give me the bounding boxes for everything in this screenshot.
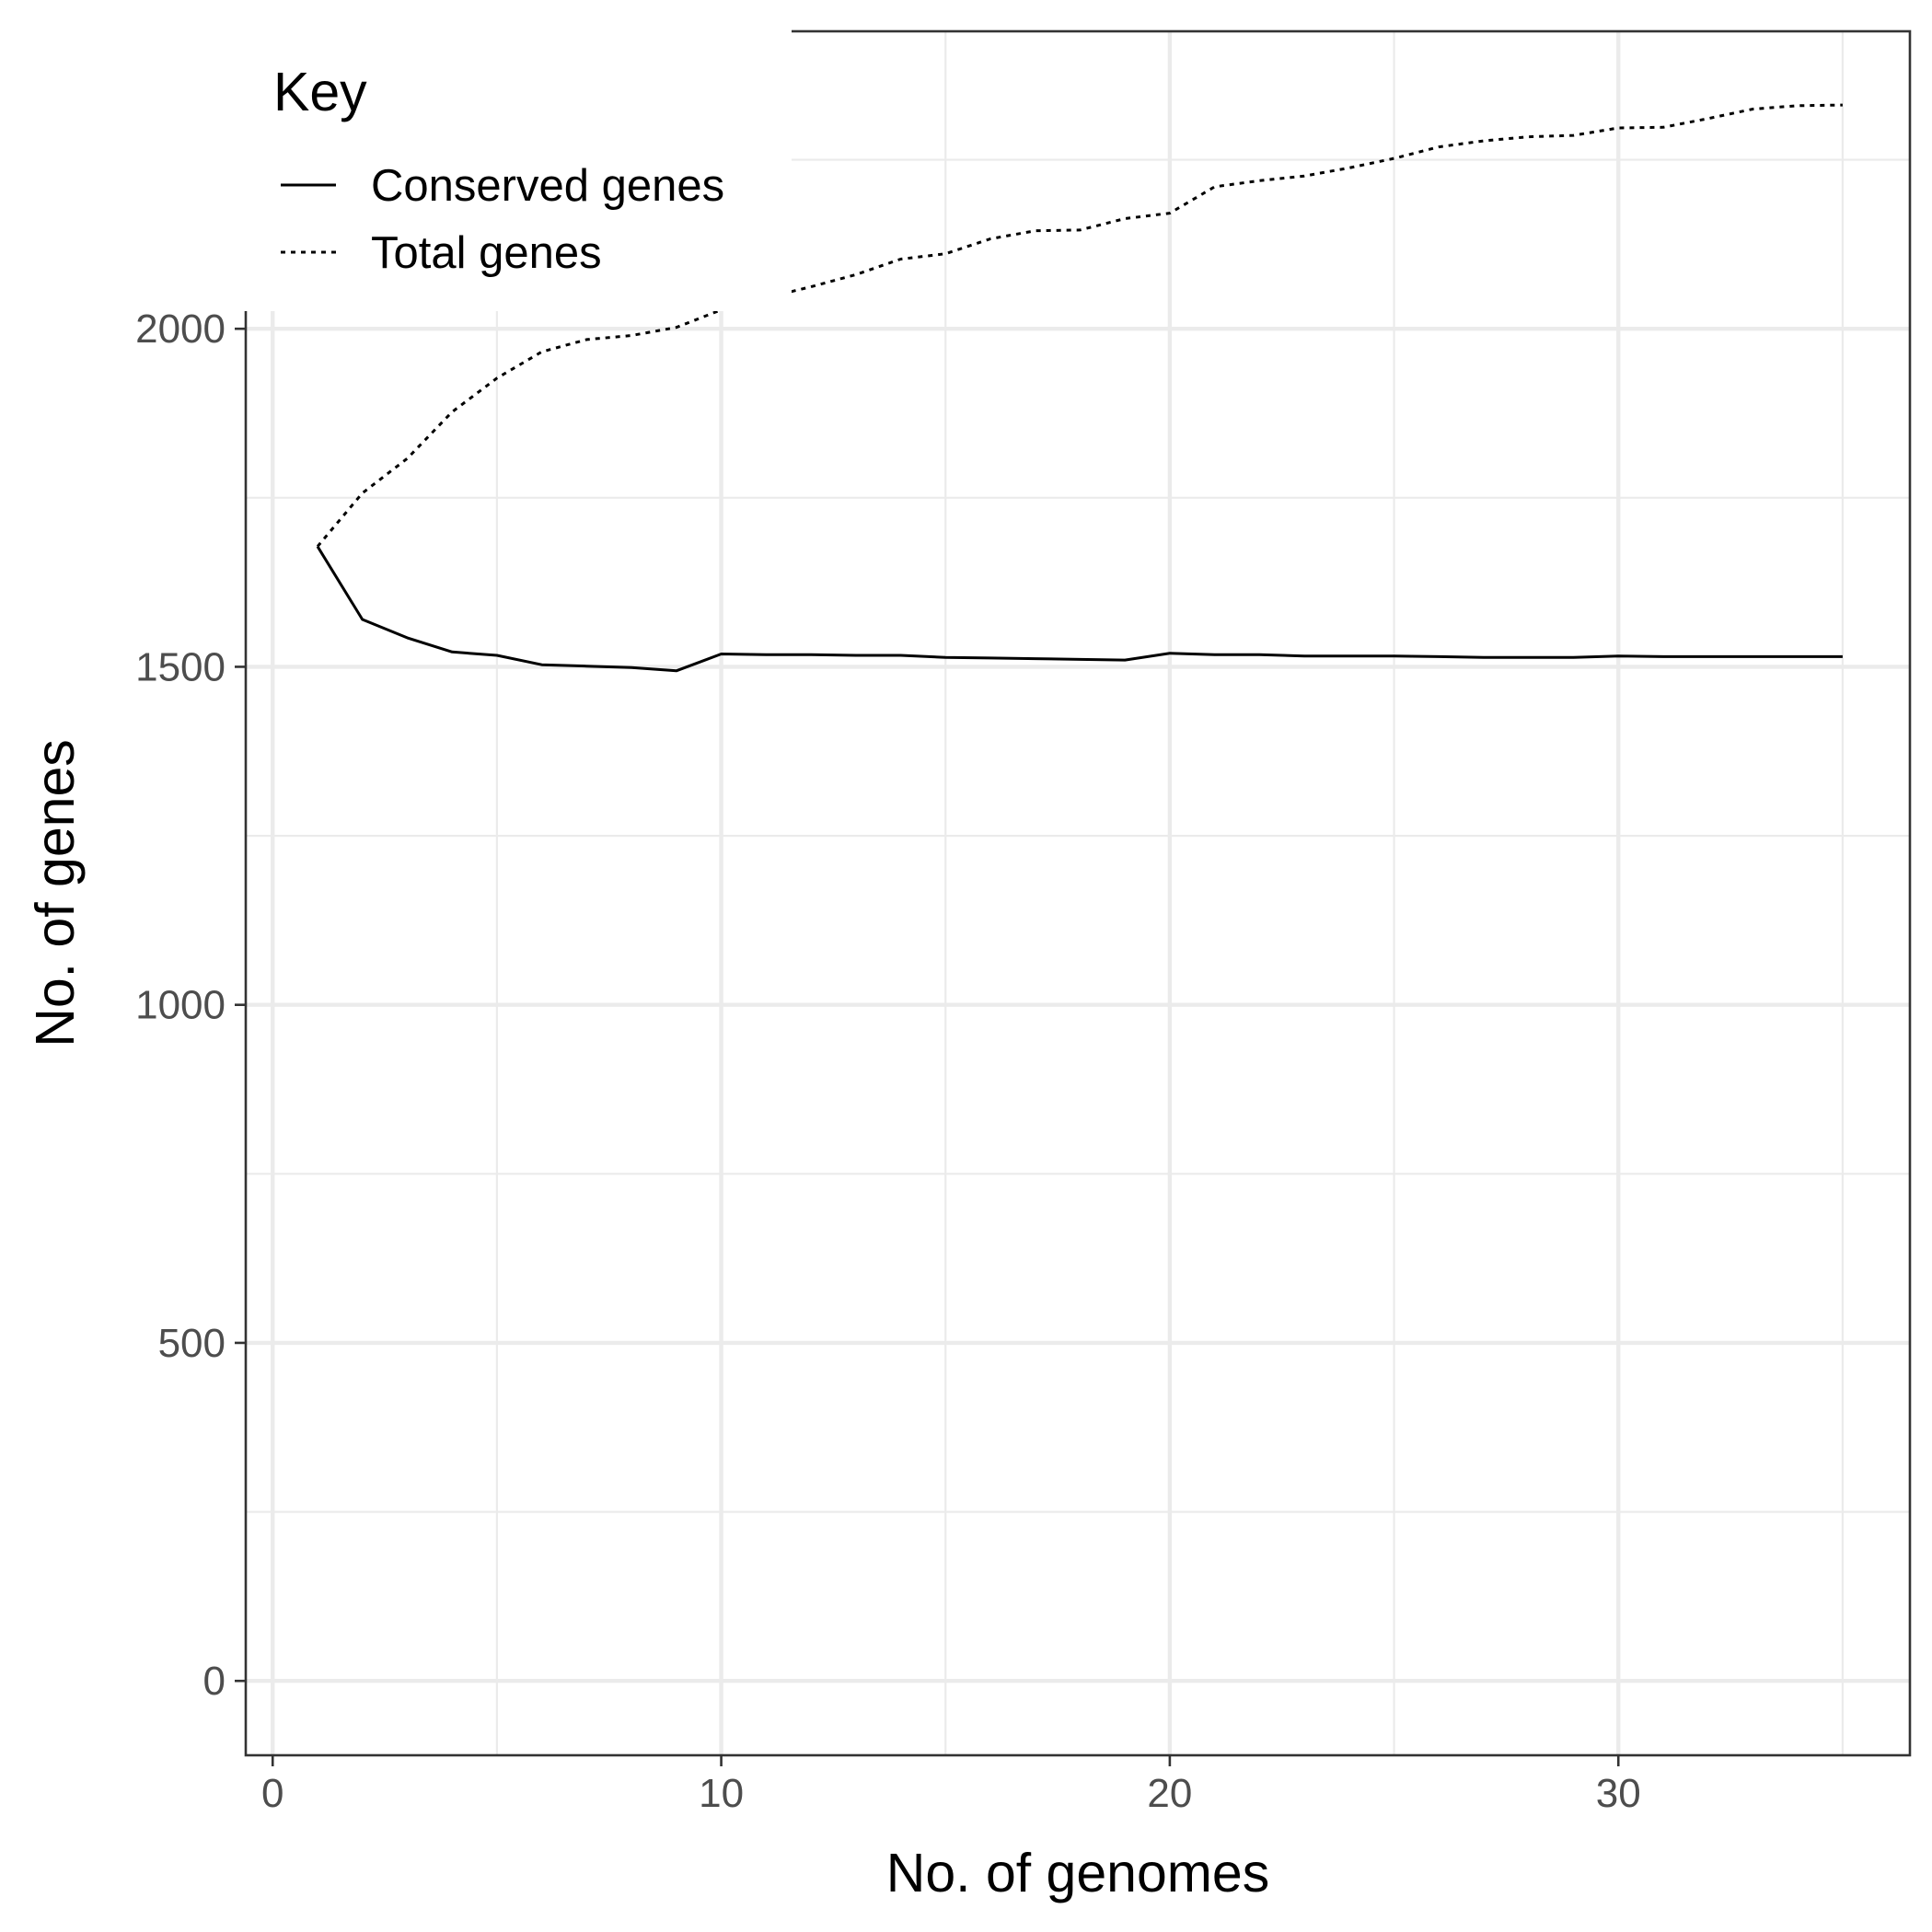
series-lines bbox=[316, 103, 1843, 673]
x-tick-label: 0 bbox=[261, 1771, 283, 1816]
y-tick-label: 2000 bbox=[135, 307, 226, 352]
y-tick-label: 0 bbox=[203, 1659, 226, 1704]
legend: Key Conserved genes Total genes bbox=[237, 18, 792, 311]
x-axis-ticks: 0 10 20 30 bbox=[261, 1755, 1641, 1816]
plot-panel-border bbox=[244, 29, 1912, 1757]
y-tick-label: 1500 bbox=[135, 644, 226, 689]
legend-background bbox=[237, 18, 792, 311]
y-axis-title: No. of genes bbox=[25, 739, 86, 1047]
x-axis-title: No. of genomes bbox=[886, 1843, 1270, 1903]
axes bbox=[244, 29, 1912, 1757]
series-line-conserved-genes bbox=[316, 545, 1843, 673]
x-tick-label: 20 bbox=[1147, 1771, 1192, 1816]
y-axis-ticks: 0 500 1000 1500 2000 bbox=[135, 307, 246, 1704]
legend-title: Key bbox=[273, 62, 367, 122]
legend-label-total-genes: Total genes bbox=[371, 228, 602, 278]
series-line-total-genes bbox=[316, 103, 1843, 548]
x-tick-label: 30 bbox=[1596, 1771, 1641, 1816]
legend-label-conserved-genes: Conserved genes bbox=[371, 161, 724, 211]
x-tick-label: 10 bbox=[699, 1771, 744, 1816]
minor-gridlines bbox=[246, 31, 1910, 1755]
major-gridlines bbox=[246, 31, 1910, 1755]
y-tick-label: 1000 bbox=[135, 983, 226, 1028]
y-tick-label: 500 bbox=[158, 1321, 226, 1366]
